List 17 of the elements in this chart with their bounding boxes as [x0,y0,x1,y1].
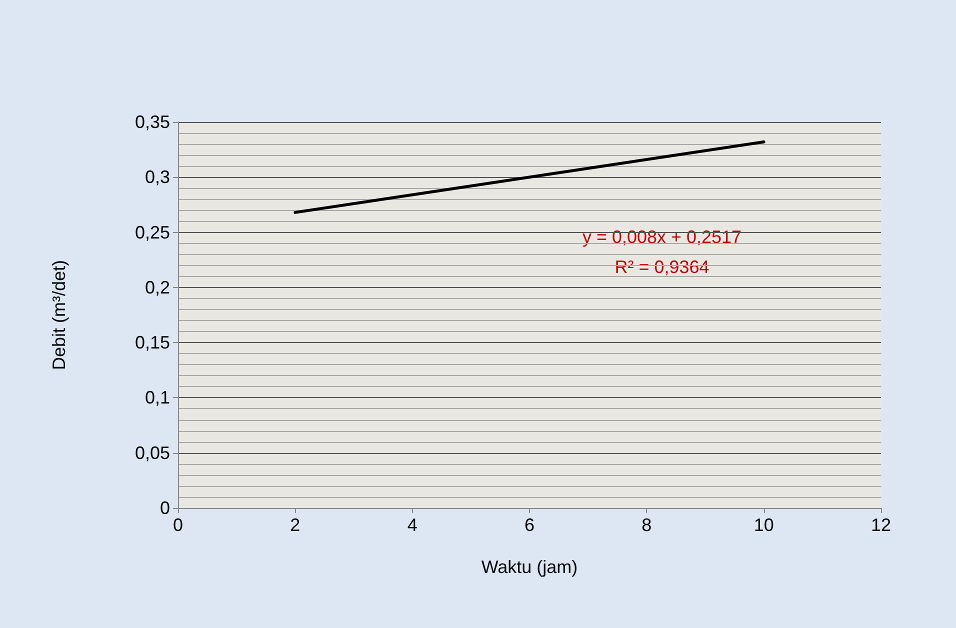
x-tick-label: 6 [524,515,535,535]
y-tick-label: 0,1 [144,388,170,408]
y-tick-label: 0,25 [134,222,170,242]
x-tick-label: 4 [407,515,418,535]
x-tick-label: 10 [754,515,774,535]
x-tick-label: 12 [870,515,892,535]
x-tick-label: 2 [290,515,300,535]
y-tick-label: 0,2 [144,277,170,298]
y-tick-label: 0,05 [134,442,170,463]
y-tick-label: 0,35 [134,112,170,132]
x-axis-title: Waktu (jam) [481,557,578,577]
y-tick-label: 0 [160,498,170,518]
y-tick-label: 0,3 [144,167,170,188]
y-axis-title: Debit (m³/det) [49,260,69,370]
x-tick-label: 0 [172,515,184,535]
x-tick-label: 8 [642,515,652,535]
y-tick-label: 0,15 [134,332,170,353]
